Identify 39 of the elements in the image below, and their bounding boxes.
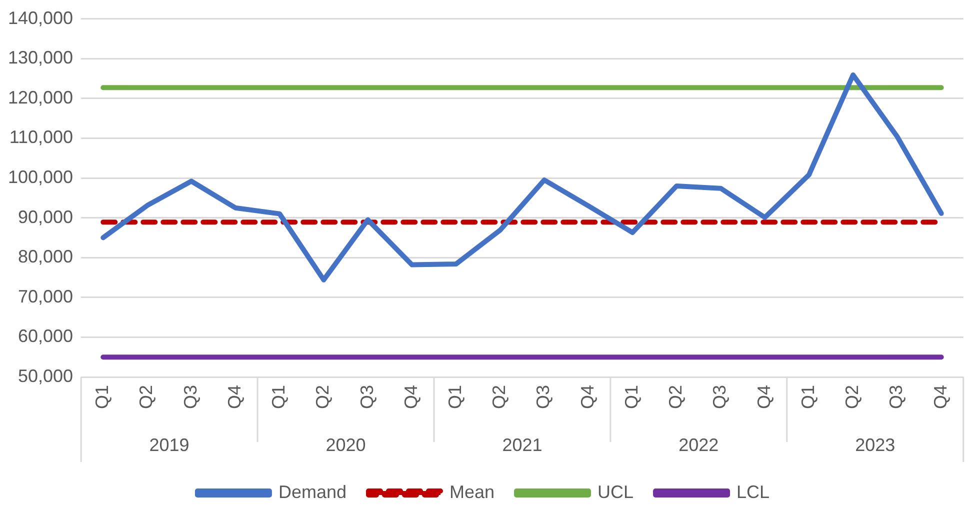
x-tick-label: Q1	[798, 385, 818, 410]
x-tick-label: Q2	[842, 385, 862, 410]
x-tick-label: Q1	[92, 385, 112, 410]
text: 2021	[502, 434, 542, 455]
x-tick-label: Q3	[710, 385, 730, 410]
text: 2019	[149, 434, 190, 455]
x-tick-label: Q3	[533, 385, 554, 410]
y-tick-label: 70,000	[18, 286, 74, 306]
x-tick-label: Q2	[136, 385, 156, 410]
x-tick-label: Q1	[445, 385, 466, 410]
x-tick-label: Q4	[577, 385, 598, 410]
x-tick-label: Q1	[268, 385, 289, 410]
x-tick-label: Q2	[666, 385, 686, 410]
x-tick-label: Q3	[886, 385, 906, 410]
y-tick-label: 120,000	[8, 87, 74, 108]
legend-label: LCL	[736, 482, 770, 502]
y-tick-label: 140,000	[8, 8, 74, 28]
legend-label: UCL	[598, 482, 634, 502]
y-tick-label: 50,000	[18, 366, 74, 386]
x-tick-label: Q1	[621, 385, 642, 410]
y-tick-label: 80,000	[18, 246, 74, 267]
y-tick-label: 110,000	[9, 127, 74, 148]
x-tick-label: Q4	[224, 385, 244, 410]
x-tick-label: Q4	[754, 385, 774, 410]
legend-label: Demand	[278, 482, 346, 502]
y-tick-label: 90,000	[18, 206, 74, 227]
y-tick-label: 130,000	[8, 48, 74, 68]
legend-label: Mean	[449, 482, 495, 502]
x-tick-label: Q3	[356, 385, 377, 410]
text: 2022	[678, 434, 719, 455]
text: 2023	[855, 434, 896, 455]
x-tick-label: Q4	[930, 385, 950, 410]
x-tick-label: Q3	[180, 385, 200, 410]
x-tick-label: Q2	[489, 385, 510, 410]
x-tick-label: Q2	[312, 385, 333, 410]
y-tick-label: 60,000	[18, 326, 74, 346]
y-tick-label: 100,000	[8, 166, 74, 187]
x-tick-label: Q4	[400, 385, 421, 410]
text: 2020	[326, 434, 366, 455]
